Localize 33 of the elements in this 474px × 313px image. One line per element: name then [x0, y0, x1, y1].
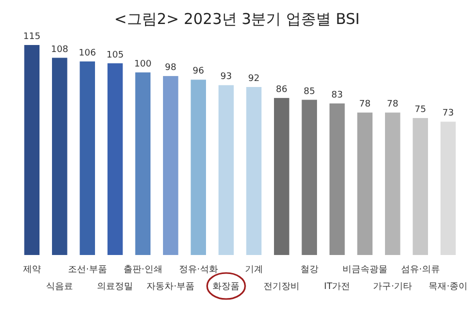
data-label: 73 [442, 108, 454, 119]
data-label: 93 [220, 72, 232, 82]
x-tick-label: 전기장비 [264, 282, 300, 292]
data-label: 92 [248, 74, 260, 84]
data-label: 100 [134, 59, 152, 70]
data-label: 108 [51, 44, 68, 55]
data-label: 85 [304, 86, 316, 97]
x-tick-label: 섬유·의류 [400, 265, 440, 275]
x-tick-label: 정유·석화 [178, 265, 218, 275]
x-tick-label: 비금속광물 [342, 265, 388, 275]
data-label: 75 [414, 105, 426, 116]
x-tick-label: 목재·종이 [428, 282, 468, 292]
x-tick-label: 가구·기타 [373, 282, 412, 292]
x-tick-label: IT가전 [324, 282, 350, 292]
data-label: 78 [359, 100, 371, 110]
x-tick-label: 출판·인쇄 [123, 265, 162, 275]
data-label: 105 [106, 50, 124, 60]
data-label: 98 [164, 63, 177, 74]
data-label: 78 [386, 100, 399, 110]
data-label: 106 [78, 48, 96, 58]
x-tick-label: 조선·부품 [68, 265, 107, 275]
chart-title: <그림2> 2023년 3분기 업종별 BSI [114, 10, 360, 28]
data-label: 115 [23, 32, 40, 42]
x-tick-label: 기계 [244, 265, 263, 275]
x-tick-label: 제약 [22, 265, 41, 275]
x-tick-label: 의료정밀 [97, 282, 134, 292]
data-label: 86 [276, 84, 288, 95]
data-label: 96 [192, 66, 204, 77]
x-tick-label: 화장품 [212, 282, 240, 292]
x-tick-label: 자동차·부품 [146, 282, 195, 292]
x-tick-label: 식음료 [46, 282, 74, 292]
x-tick-label: 철강 [300, 265, 318, 275]
data-label: 83 [331, 90, 343, 100]
